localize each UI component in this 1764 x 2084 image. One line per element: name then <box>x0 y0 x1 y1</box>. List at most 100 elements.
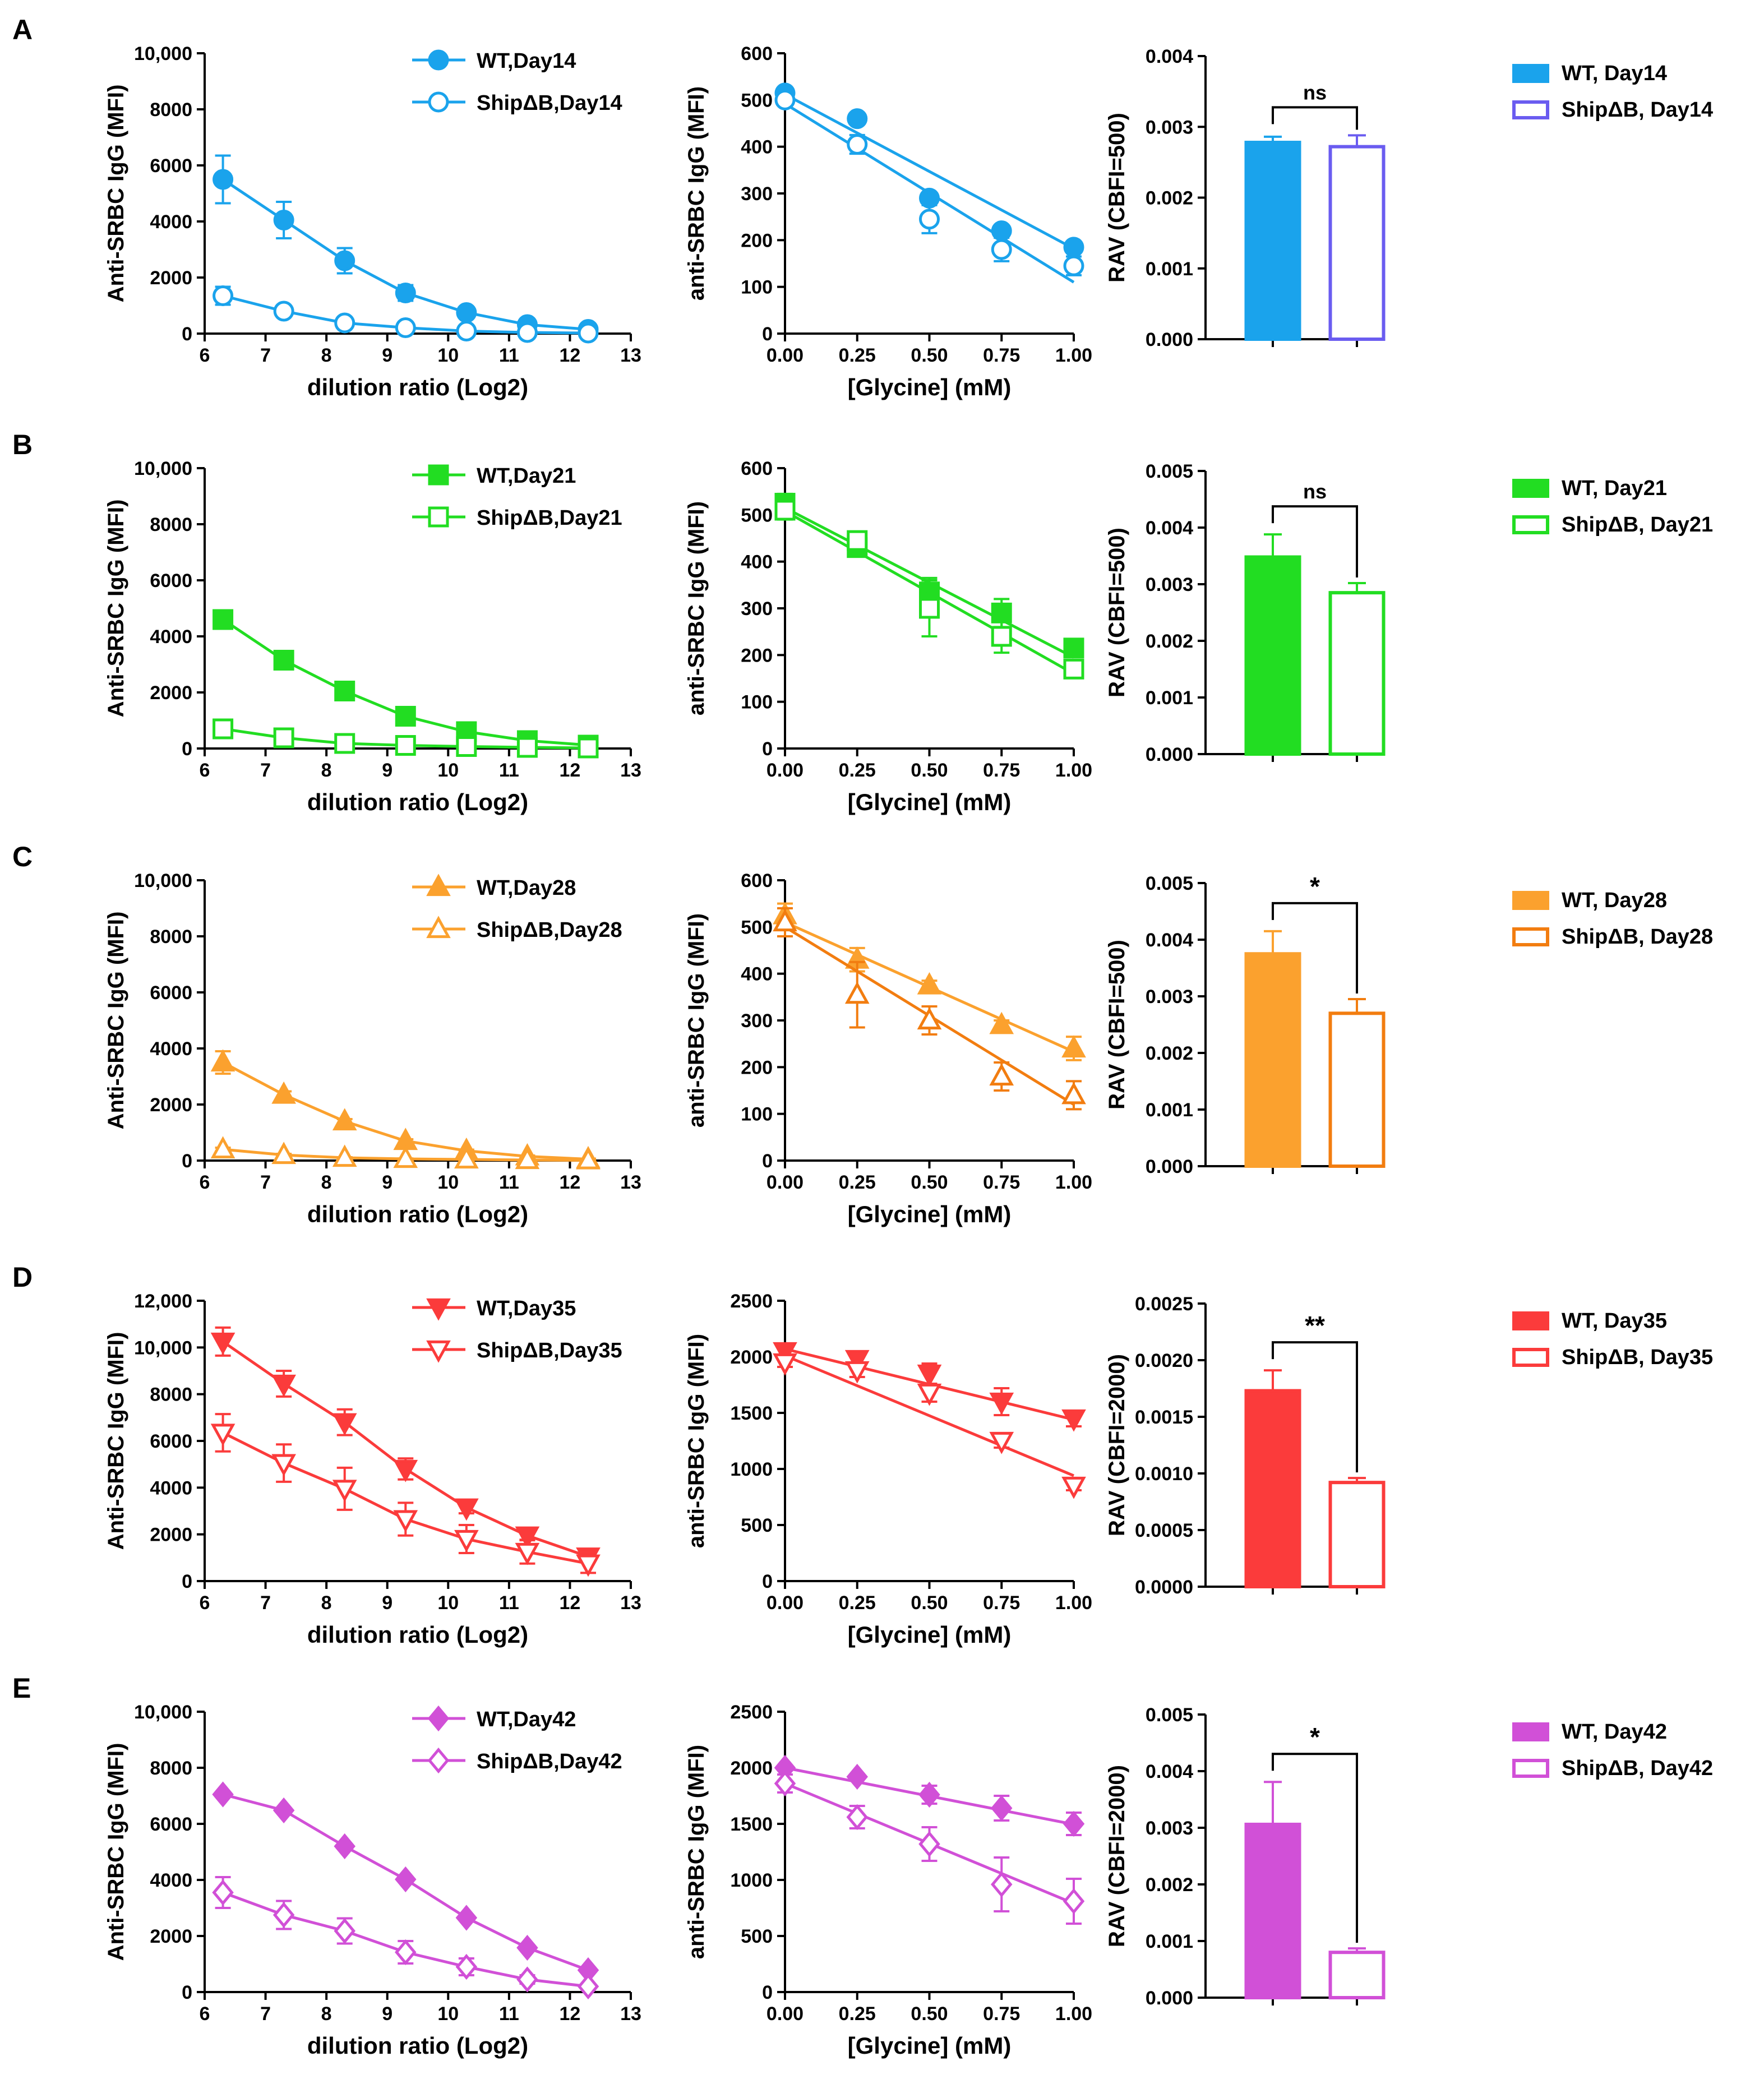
y-tick-label: 6000 <box>150 570 192 592</box>
significance-label: ** <box>1305 1311 1325 1340</box>
x-tick-label: 0.25 <box>839 760 876 781</box>
x-tick-label: 12 <box>560 2003 581 2025</box>
panel-A-scatter-chart: 0 100 200 300 400 500 600 0.00 0.25 0.50 0.75 1.00 [… <box>684 43 1092 400</box>
y-tick-label: 0.000 <box>1146 1156 1193 1177</box>
panel-B-line-chart: B 0 2000 4000 6000 8000 10,000 6 7 8 9 10 11 12 13 dilu… <box>12 429 641 815</box>
y-tick-label: 4000 <box>150 1870 192 1891</box>
bar <box>1244 141 1301 341</box>
y-tick-label: 100 <box>741 692 773 713</box>
data-point <box>273 1902 295 1928</box>
data-point <box>774 500 796 521</box>
y-tick-label: 0.001 <box>1146 1931 1193 1952</box>
series-shipdb <box>210 1136 601 1170</box>
significance-label: ns <box>1303 480 1327 503</box>
x-tick-label: 6 <box>200 760 210 781</box>
panel-D-bar-chart: 0.0000 0.0005 0.0010 0.0015 0.0020 0.0025 RAV … <box>1105 1293 1713 1598</box>
data-point <box>515 1542 540 1565</box>
y-tick-label: 0.0010 <box>1135 1463 1193 1485</box>
data-point <box>213 609 234 630</box>
y-tick-label: 1000 <box>730 1459 773 1480</box>
y-axis-label: anti-SRBC IgG (MFI) <box>684 1334 709 1548</box>
series-wt <box>213 154 599 340</box>
legend-marker <box>426 874 451 897</box>
data-point <box>334 681 355 701</box>
x-tick-label: 0.75 <box>983 2003 1020 2025</box>
y-tick-label: 0.001 <box>1146 258 1193 280</box>
y-tick-label: 500 <box>741 90 773 111</box>
panel-letter: A <box>12 14 33 45</box>
data-point <box>773 1342 797 1365</box>
data-point <box>271 1081 296 1104</box>
data-point <box>213 718 234 740</box>
y-tick-label: 100 <box>741 1104 773 1125</box>
data-point <box>455 1953 478 1980</box>
data-point <box>515 1147 540 1170</box>
data-point <box>271 1454 296 1477</box>
data-point <box>846 1763 869 1790</box>
legend-marker <box>426 1298 451 1321</box>
y-tick-label: 500 <box>741 505 773 526</box>
legend-label: WT, Day42 <box>1562 1720 1667 1744</box>
legend-label: WT, Day21 <box>1562 477 1667 500</box>
significance-label: * <box>1310 872 1320 901</box>
y-tick-label: 600 <box>741 43 773 64</box>
panel-C-line-chart: C 0 2000 4000 6000 8000 10,000 6 7 8 9 10 11 12 13 dilu… <box>12 841 641 1227</box>
data-point <box>919 598 940 619</box>
y-tick-label: 1500 <box>730 1403 773 1424</box>
legend-label: ShipΔB, Day21 <box>1562 513 1713 537</box>
data-point <box>1063 658 1084 680</box>
x-tick-label: 1.00 <box>1055 760 1092 781</box>
y-axis-label: anti-SRBC IgG (MFI) <box>684 86 709 301</box>
data-point <box>991 626 1012 647</box>
y-axis-label: anti-SRBC IgG (MFI) <box>684 501 709 715</box>
y-tick-label: 0.003 <box>1146 117 1193 138</box>
x-tick-label: 13 <box>620 2003 641 2025</box>
significance-bracket <box>1272 1753 1358 1943</box>
series-wt <box>773 902 1086 1061</box>
series-shipdb <box>773 1353 1086 1499</box>
data-point <box>1063 1888 1085 1915</box>
data-point <box>395 1939 417 1966</box>
x-tick-label: 8 <box>321 1172 332 1193</box>
y-tick-label: 4000 <box>150 211 192 233</box>
x-axis-label: dilution ratio (Log2) <box>307 1201 528 1227</box>
y-tick-label: 600 <box>741 458 773 479</box>
y-tick-label: 2000 <box>150 267 192 289</box>
bar <box>1328 1481 1386 1588</box>
x-tick-label: 7 <box>260 1172 271 1193</box>
data-point <box>1063 237 1084 258</box>
x-axis-label: [Glycine] (mM) <box>848 2032 1012 2059</box>
data-point <box>395 317 416 338</box>
y-tick-label: 400 <box>741 964 773 985</box>
y-tick-label: 10,000 <box>134 1702 192 1723</box>
legend-swatch <box>1512 1759 1549 1778</box>
data-point <box>395 283 416 303</box>
legend-swatch <box>1512 1311 1549 1330</box>
fit-line <box>784 102 1075 284</box>
x-tick-label: 12 <box>560 345 581 366</box>
x-tick-label: 0.00 <box>766 760 804 781</box>
x-tick-label: 12 <box>560 760 581 781</box>
y-tick-label: 600 <box>741 870 773 891</box>
data-point <box>332 1108 357 1131</box>
data-point <box>847 108 868 130</box>
y-tick-label: 0.005 <box>1146 1704 1193 1726</box>
data-point <box>334 312 355 334</box>
y-tick-label: 0.002 <box>1146 188 1193 209</box>
data-point <box>454 1146 479 1169</box>
data-point <box>1063 255 1084 276</box>
bar <box>1328 1011 1386 1168</box>
y-tick-label: 10,000 <box>134 870 192 891</box>
panel-letter: B <box>12 429 33 460</box>
legend-swatch <box>1512 1348 1549 1367</box>
data-point <box>395 735 416 756</box>
x-tick-label: 8 <box>321 2003 332 2025</box>
panel-A-bar-chart: 0.000 0.001 0.002 0.003 0.004 RAV (CBFI=500) W… <box>1105 46 1713 350</box>
y-tick-label: 2000 <box>730 1347 773 1368</box>
data-point <box>454 1530 479 1552</box>
y-tick-label: 0.003 <box>1146 574 1193 595</box>
y-tick-label: 4000 <box>150 626 192 648</box>
y-tick-label: 0.001 <box>1146 1099 1193 1121</box>
x-tick-label: 9 <box>382 1592 392 1614</box>
legend-marker <box>427 1705 450 1732</box>
